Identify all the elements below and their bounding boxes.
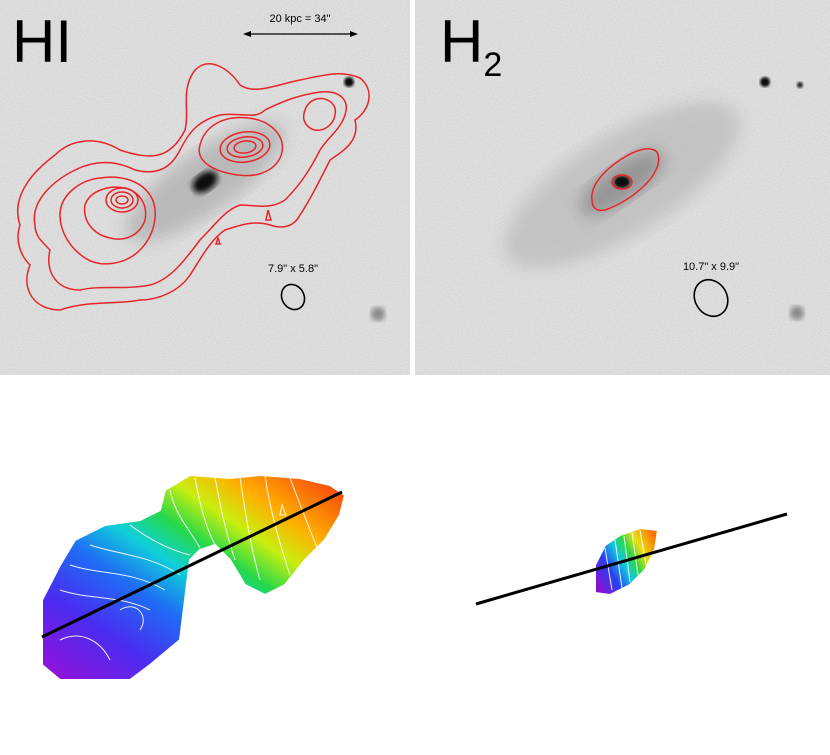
panel-label-main: H	[440, 8, 483, 75]
beam-ellipse	[693, 278, 729, 318]
panel-label: HI	[12, 8, 72, 75]
panel-label-subscript: 2	[483, 46, 502, 84]
star	[760, 77, 770, 87]
hi-velocity-field	[41, 473, 347, 681]
star	[344, 77, 354, 87]
beam-ellipse	[280, 283, 306, 311]
beam-label: 10.7" x 9.9"	[683, 261, 739, 273]
scale-bar-label: 20 kpc = 34"	[269, 13, 330, 25]
h2-velocity-field	[475, 512, 788, 606]
star	[797, 82, 803, 88]
galaxy-core	[192, 171, 218, 193]
major-axis-line	[475, 512, 788, 606]
h2-panel: H2 10.7" x 9.9"	[415, 0, 830, 375]
beam-label: 7.9" x 5.8"	[268, 263, 318, 275]
hi-contours	[17, 63, 370, 311]
major-axis-line	[41, 490, 343, 639]
h2-contours	[591, 148, 660, 212]
star	[790, 306, 804, 320]
velocity-map	[41, 473, 347, 681]
panel-label: H2	[440, 8, 502, 84]
galaxy-core	[614, 176, 630, 188]
hi-panel: HI 20 kpc = 34" 7.9" x 5.8"	[0, 0, 410, 375]
star	[371, 307, 385, 321]
